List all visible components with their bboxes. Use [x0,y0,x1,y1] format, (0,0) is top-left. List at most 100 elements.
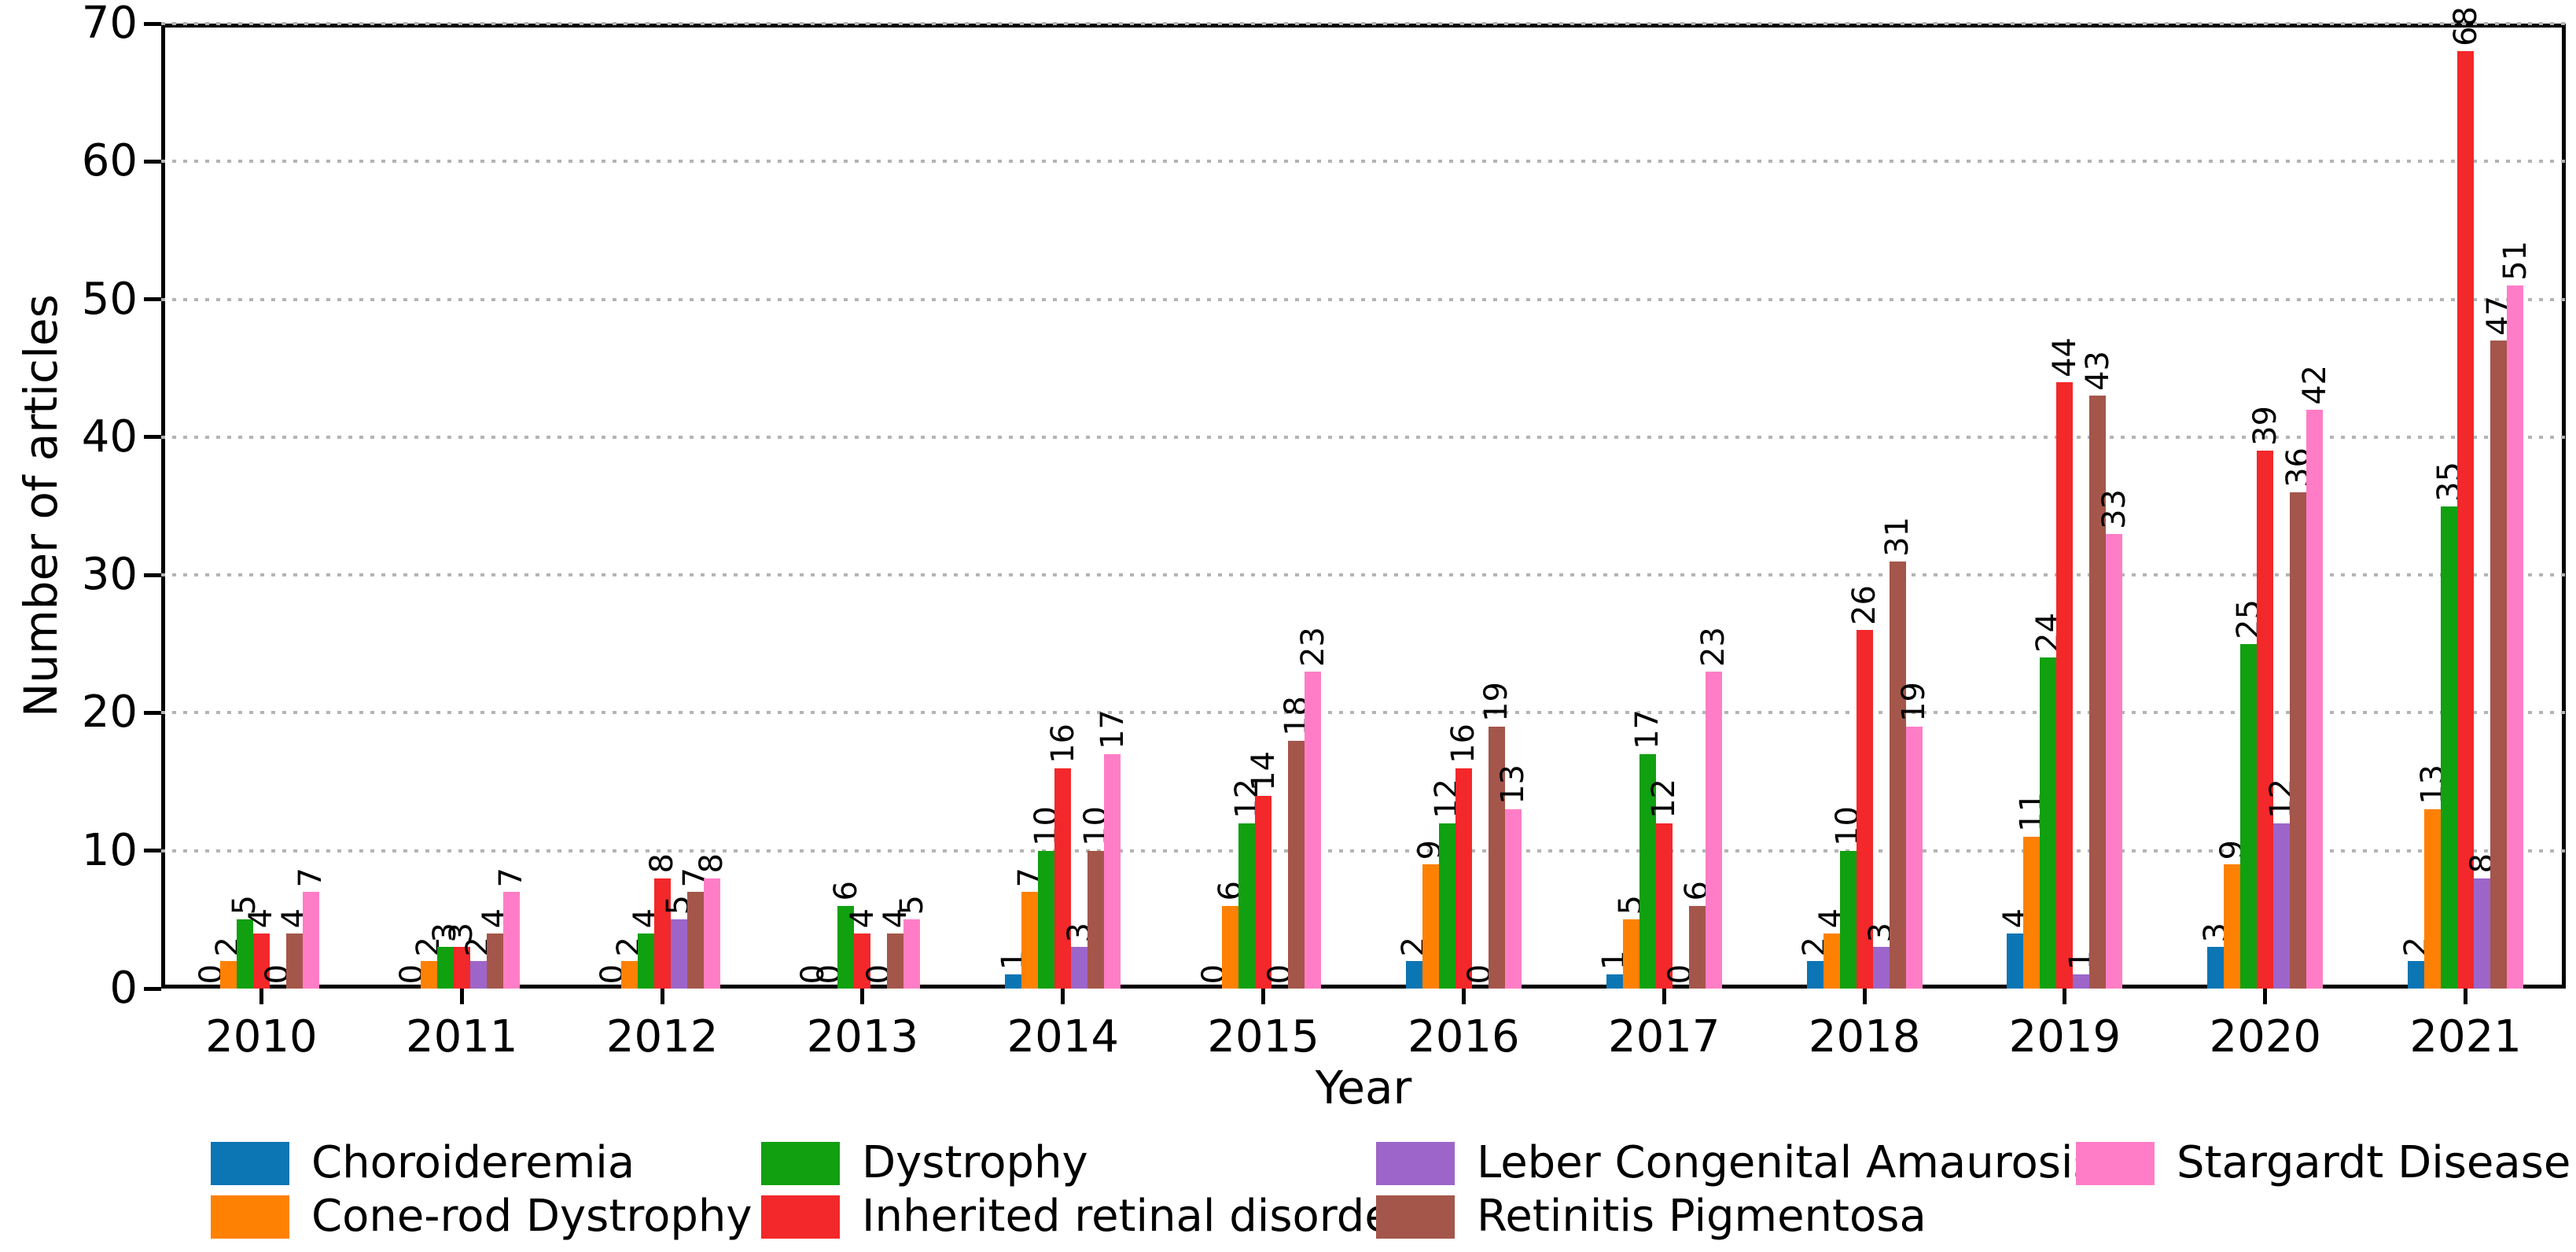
gridline-y-50 [161,297,2566,301]
legend-swatch [2076,1141,2155,1185]
legend-label: Dystrophy [862,1137,1088,1188]
bar-dystrophy-2015: 12 [1229,779,1265,989]
bar-cone-rod-dystrophy-2017: 5 [1613,895,1649,989]
bar-cone-rod-dystrophy-2012: 2 [611,937,647,989]
x-tick-label-2015: 2015 [1207,1011,1319,1062]
y-tick-label: 50 [81,273,138,325]
bar-stargardt-disease-2016: 13 [1495,764,1531,989]
bar-group-2015: 0 6 12 14 0 18 23 [1163,24,1363,989]
bar-leber-congenital-amaurosis-2018: 3 [1863,922,1899,989]
x-tick [660,989,664,1004]
bar-inherited-retinal-disorder-2016: 16 [1445,724,1481,989]
y-tick [144,573,161,577]
legend-item-choroideremia: Choroideremia [211,1139,635,1188]
bar-stargardt-disease-2021: 51 [2497,241,2534,989]
bar-retinitis-pigmentosa-2017: 6 [1679,881,1715,989]
x-axis-label: Year [1315,1061,1412,1114]
bar-stargardt-disease-2014: 17 [1095,709,1131,989]
bar-cone-rod-dystrophy-2019: 11 [2014,792,2050,989]
bar-retinitis-pigmentosa-2013: 4 [878,908,914,989]
gridline-y-60 [161,160,2566,164]
legend-item-stargardt-disease: Stargardt Disease [2076,1139,2570,1188]
bar-choroideremia-2021: 2 [2398,937,2434,989]
bar-choroideremia-2018: 2 [1797,937,1833,989]
legend: Choroideremia Cone-rod Dystrophy Dystrophy… [0,1121,2576,1252]
bar-value-label: 12 [1646,778,1683,819]
bar-stargardt-disease-2011: 7 [493,867,529,989]
bar-inherited-retinal-disorder-2018: 26 [1846,585,1882,989]
legend-label: Leber Congenital Amaurosis [1477,1137,2096,1188]
bar-value-label: 4 [243,908,280,929]
bar-value-label: 19 [1478,682,1515,722]
gridline-y-20 [161,711,2566,715]
bar-inherited-retinal-disorder-2014: 16 [1045,724,1081,989]
bar-group-2016: 2 9 12 16 0 19 13 [1363,24,1564,989]
bar-stargardt-disease-2018: 19 [1896,682,1932,989]
x-tick-label-2018: 2018 [1808,1011,1921,1062]
bar-cone-rod-dystrophy-2021: 13 [2415,764,2451,989]
y-tick-label: 0 [109,963,138,1014]
bar-cone-rod-dystrophy-2020: 9 [2214,840,2250,989]
bar-value-label: 23 [1294,626,1331,667]
bar-retinitis-pigmentosa-2015: 18 [1279,696,1315,989]
bar-value-label: 26 [1846,585,1883,626]
legend-label: Retinitis Pigmentosa [1477,1191,1926,1242]
x-tick [1461,989,1466,1004]
bar-value-label: 14 [1245,750,1282,791]
legend-item-cone-rod-dystrophy: Cone-rod Dystrophy [211,1192,753,1241]
legend-item-retinitis-pigmentosa: Retinitis Pigmentosa [1376,1192,1926,1241]
y-tick-label: 10 [81,824,138,876]
bar-choroideremia-2016: 2 [1396,937,1432,989]
bar-cone-rod-dystrophy-2018: 4 [1813,908,1849,989]
bar-stargardt-disease-2015: 23 [1295,627,1331,989]
legend-swatch [1376,1141,1455,1185]
bar-group-2014: 1 7 10 16 3 10 17 [962,24,1163,989]
bar-choroideremia-2014: 1 [995,950,1032,989]
bar-inherited-retinal-disorder-2010: 4 [243,908,279,989]
bar-inherited-retinal-disorder-2013: 4 [845,908,881,989]
bar-cone-rod-dystrophy-2010: 2 [210,937,246,989]
bar-value-label: 16 [1044,723,1081,764]
bar-dystrophy-2014: 10 [1029,806,1065,989]
y-tick-label: 20 [81,687,138,738]
bar-retinitis-pigmentosa-2018: 31 [1879,517,1915,989]
legend-swatch [211,1141,289,1185]
x-tick [1862,989,1867,1004]
y-tick [144,986,161,991]
x-tick-label-2013: 2013 [806,1011,919,1062]
bar-value-label: 6 [827,881,864,901]
bar-cone-rod-dystrophy-2014: 7 [1012,867,1048,989]
bar-value-label: 68 [2447,6,2484,47]
bar-dystrophy-2011: 3 [427,922,463,989]
bar-leber-congenital-amaurosis-2021: 8 [2464,853,2501,989]
bar-value-label: 17 [1094,709,1131,750]
bar-retinitis-pigmentosa-2011: 4 [477,908,513,989]
x-tick [459,989,464,1004]
bar-inherited-retinal-disorder-2011: 3 [443,922,480,989]
y-tick [144,21,161,26]
gridline-y-40 [161,435,2566,439]
gridline-y-70 [161,22,2566,25]
bar-stargardt-disease-2010: 7 [293,867,329,989]
bar-leber-congenital-amaurosis-2020: 12 [2264,779,2300,989]
bar-dystrophy-2018: 10 [1830,806,1866,989]
x-tick [2263,989,2268,1004]
plot-frame [161,24,2566,989]
y-tick [144,297,161,302]
bar-value-label: 4 [844,908,881,929]
bar-value-label: 16 [1445,723,1482,764]
legend-swatch [211,1195,289,1239]
bar-leber-congenital-amaurosis-2011: 2 [460,937,496,989]
bar-cone-rod-dystrophy-2016: 9 [1412,840,1448,989]
bar-value-label: 19 [1896,682,1933,722]
y-tick-label: 60 [81,135,138,187]
legend-label: Inherited retinal disorder [862,1191,1410,1242]
bar-choroideremia-2019: 4 [1997,908,2033,989]
bar-group-2017: 1 5 17 12 0 6 23 [1564,24,1765,989]
bar-value-label: 44 [2046,337,2083,377]
legend-swatch [761,1141,840,1185]
bar-dystrophy-2016: 12 [1429,779,1465,989]
